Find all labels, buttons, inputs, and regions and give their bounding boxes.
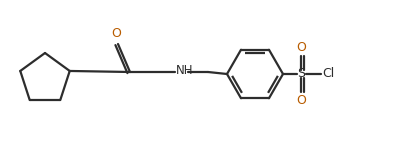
Text: O: O (296, 95, 306, 107)
Text: S: S (297, 67, 305, 79)
Text: NH: NH (176, 63, 194, 77)
Text: O: O (111, 26, 121, 39)
Text: Cl: Cl (322, 67, 334, 79)
Text: O: O (296, 41, 306, 53)
